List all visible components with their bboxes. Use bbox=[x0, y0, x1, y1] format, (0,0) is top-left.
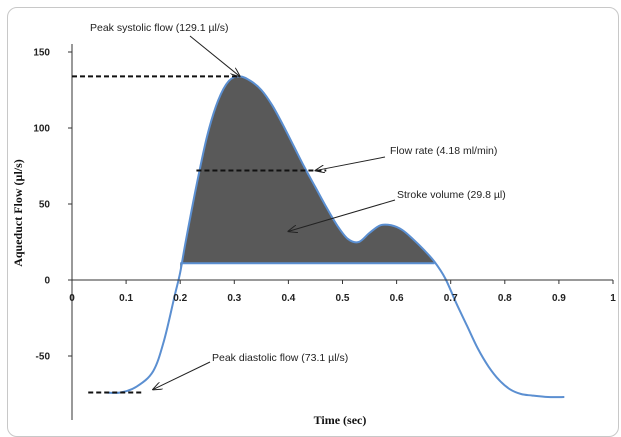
x-tick-label: 0.1 bbox=[119, 293, 133, 304]
x-tick-label: 0.6 bbox=[390, 293, 404, 304]
annotation-label: Stroke volume (29.8 µl) bbox=[397, 189, 506, 201]
y-tick-label: 50 bbox=[39, 200, 51, 211]
annotation-label: Flow rate (4.18 ml/min) bbox=[390, 145, 497, 157]
x-tick-label: 0.5 bbox=[336, 293, 350, 304]
annotation-arrow bbox=[153, 361, 211, 389]
annotation-arrow bbox=[315, 156, 386, 171]
annotation-arrow bbox=[189, 35, 240, 76]
x-tick-label: 1 bbox=[610, 293, 616, 304]
x-tick-label: 0.3 bbox=[227, 293, 241, 304]
annotation-label: Peak systolic flow (129.1 µl/s) bbox=[90, 22, 229, 34]
x-tick-label: 0.9 bbox=[552, 293, 566, 304]
flow-curve bbox=[104, 75, 565, 399]
y-axis-title: Aqueduct Flow (µl/s) bbox=[11, 159, 25, 267]
y-tick-label: 0 bbox=[44, 276, 50, 287]
y-tick-label: 100 bbox=[33, 124, 50, 135]
x-tick-label: 0.8 bbox=[498, 293, 512, 304]
x-tick-label: 0 bbox=[69, 293, 75, 304]
x-axis-title: Time (sec) bbox=[314, 413, 367, 427]
x-tick-label: 0.7 bbox=[444, 293, 458, 304]
y-tick-label: 150 bbox=[33, 48, 50, 59]
annotation-label: Peak diastolic flow (73.1 µl/s) bbox=[212, 352, 348, 364]
annotation-arrow bbox=[288, 199, 396, 231]
x-tick-label: 0.4 bbox=[281, 293, 295, 304]
x-tick-label: 0.2 bbox=[173, 293, 187, 304]
y-tick-label: -50 bbox=[36, 352, 51, 363]
flow-chart: 0 0.1 0.2 0.3 0.4 0.5 0.6 0.7 0.8 0.9 1 150 100 50 0 -5… bbox=[11, 22, 616, 427]
